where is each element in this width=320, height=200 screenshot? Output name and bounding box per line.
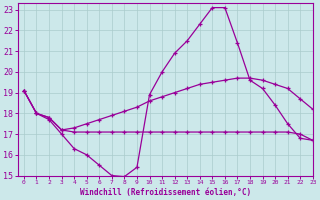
X-axis label: Windchill (Refroidissement éolien,°C): Windchill (Refroidissement éolien,°C) (80, 188, 251, 197)
